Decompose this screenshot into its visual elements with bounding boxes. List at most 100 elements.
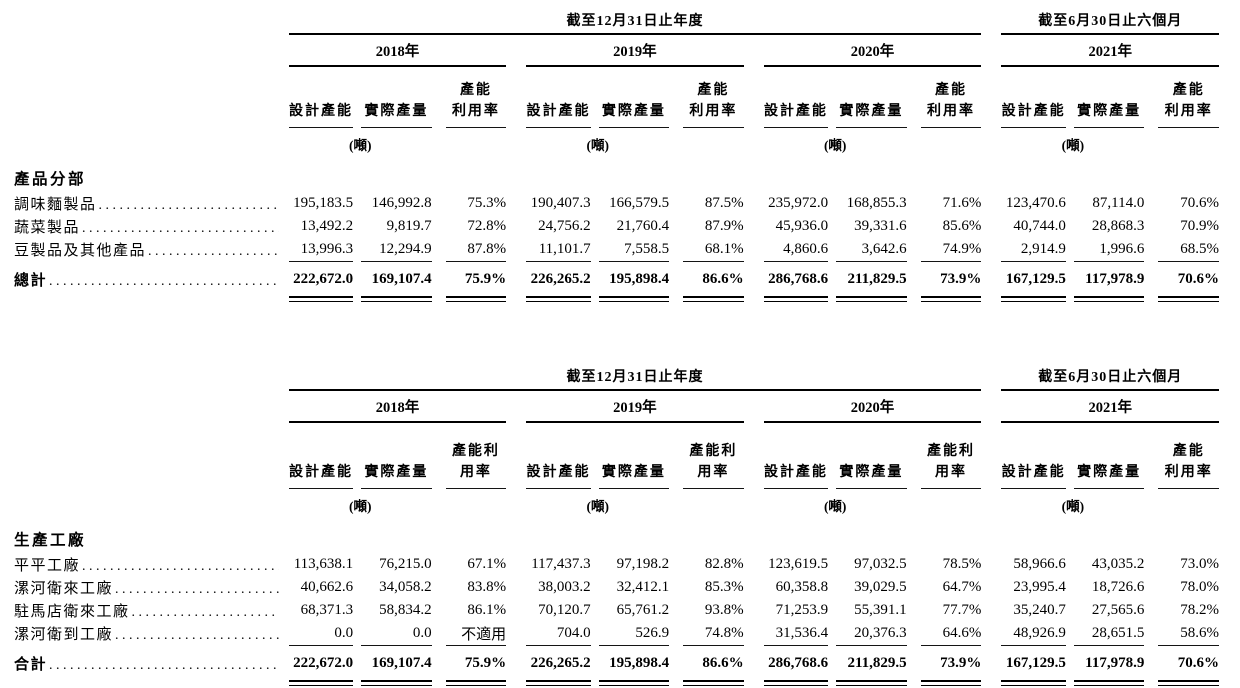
value-cell: 18,726.6: [1091, 579, 1145, 595]
column-gap: [1144, 489, 1158, 521]
column-rule: [683, 261, 744, 262]
value-cell: 82.8%: [704, 556, 744, 572]
column-header-label: 實際產量: [1077, 465, 1142, 480]
column-gap: [353, 423, 361, 489]
row-label-text: 漯河衛來工廠: [14, 581, 114, 597]
period-spanner-label: 截至12月31日止年度: [566, 13, 704, 29]
column-gap: [828, 238, 836, 262]
column-rule: [598, 261, 670, 262]
year-label: 2019年: [613, 43, 657, 60]
column-gap: [907, 215, 921, 238]
spacer-cell: [1158, 489, 1219, 521]
column-gap: [591, 423, 599, 489]
column-rule: [598, 645, 670, 646]
value-cell: 40,744.0: [1013, 218, 1066, 234]
column-rule: [683, 645, 744, 646]
spacer-cell: [1158, 128, 1219, 160]
column-header-label: 設計產能: [763, 465, 828, 480]
column-header: 實際產量: [1074, 423, 1144, 489]
value-cell: 3,642.6: [861, 241, 907, 257]
value-cell: 87.9%: [704, 218, 744, 234]
value-cell: 117,978.9: [1085, 654, 1145, 671]
column-header: 產能利用率: [683, 423, 743, 489]
column-gap: [432, 553, 446, 576]
spacer-cell: [289, 160, 1219, 192]
value-cell: 1,996.6: [1099, 241, 1145, 257]
column-header-label: 產能利用率: [451, 444, 500, 480]
leader-dots: [49, 274, 279, 290]
column-gap: [506, 489, 526, 521]
column-gap: [1144, 192, 1158, 215]
unit-label: (噸): [1061, 138, 1085, 153]
column-gap: [432, 681, 446, 686]
column-rule: [445, 127, 507, 128]
column-gap: [669, 238, 683, 262]
column-rule: [598, 488, 670, 489]
column-gap: [591, 553, 599, 576]
column-header-label: 實際產量: [601, 465, 666, 480]
column-gap: [1066, 646, 1074, 681]
column-gap: [353, 67, 361, 128]
column-gap: [591, 238, 599, 262]
column-header-label: 設計產能: [763, 104, 828, 119]
column-gap: [506, 35, 526, 66]
total-rule: [361, 296, 432, 302]
value-cell: 87,114.0: [1092, 195, 1145, 211]
value-cell: 73.9%: [940, 270, 982, 287]
total-rule: [598, 296, 670, 302]
leader-dots: [148, 244, 279, 260]
column-gap: [744, 128, 764, 160]
spacer-cell: [921, 489, 982, 521]
column-gap: [981, 553, 1001, 576]
column-gap: [353, 238, 361, 262]
column-header-label: 產能 利用率: [927, 83, 976, 119]
column-gap: [506, 128, 526, 160]
column-header-label: 設計產能: [1001, 465, 1066, 480]
column-gap: [907, 423, 921, 489]
value-cell: 39,331.6: [854, 218, 907, 234]
column-gap: [1144, 297, 1158, 302]
column-gap: [981, 67, 1001, 128]
column-gap: [828, 681, 836, 686]
leader-dots: [49, 658, 279, 674]
column-rule: [445, 488, 507, 489]
value-cell: 67.1%: [467, 556, 507, 572]
value-cell: 64.7%: [942, 579, 982, 595]
column-gap: [669, 215, 683, 238]
column-header: 產能利用率: [921, 423, 982, 489]
column-gap: [669, 297, 683, 302]
column-header: 實際產量: [599, 67, 669, 128]
value-cell: 21,760.4: [616, 218, 670, 234]
column-gap: [506, 192, 526, 215]
column-gap: [744, 297, 764, 302]
column-gap: [353, 646, 361, 681]
value-cell: 211,829.5: [847, 654, 907, 671]
column-gap: [669, 576, 683, 599]
value-cell: 78.2%: [1180, 602, 1219, 618]
column-rule: [836, 488, 907, 489]
column-gap: [432, 215, 446, 238]
unit-label: (噸): [586, 138, 609, 153]
value-cell: 146,992.8: [371, 195, 432, 211]
value-cell: 58.6%: [1180, 625, 1219, 641]
column-rule: [526, 645, 591, 646]
total-rule: [836, 680, 907, 686]
value-cell: 35,240.7: [1013, 602, 1066, 618]
column-gap: [353, 681, 361, 686]
column-gap: [506, 297, 526, 302]
column-gap: [981, 35, 1001, 66]
column-gap: [669, 622, 683, 646]
value-cell: 70.9%: [1180, 218, 1219, 234]
column-rule: [288, 645, 354, 646]
total-rule: [836, 296, 907, 302]
value-cell: 704.0: [556, 625, 591, 641]
column-header: 產能 利用率: [683, 67, 743, 128]
column-gap: [907, 262, 921, 297]
column-header-label: 實際產量: [601, 104, 666, 119]
column-rule: [920, 261, 982, 262]
column-rule: [288, 488, 354, 489]
value-cell: 65,761.2: [616, 602, 670, 618]
column-header: 設計產能: [764, 67, 828, 128]
column-gap: [744, 238, 764, 262]
